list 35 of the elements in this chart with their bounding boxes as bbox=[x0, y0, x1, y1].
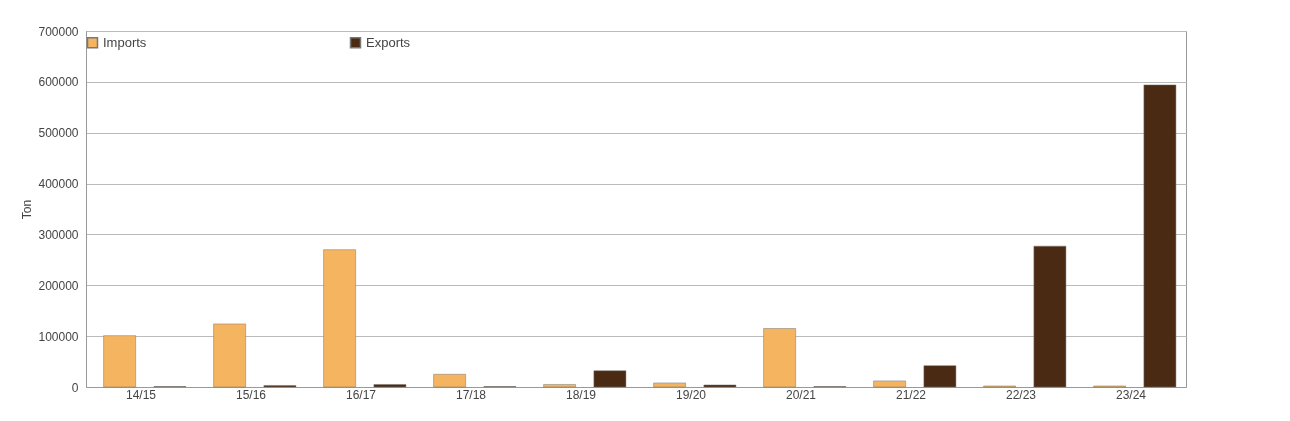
bar bbox=[653, 382, 686, 388]
bar bbox=[433, 374, 466, 388]
bar bbox=[763, 328, 796, 388]
y-axis-title: Ton bbox=[20, 199, 35, 220]
y-tick-label: 300000 bbox=[38, 227, 79, 242]
y-tick-label: 600000 bbox=[38, 75, 79, 90]
bar bbox=[1033, 245, 1067, 388]
legend-label: Imports bbox=[103, 34, 147, 50]
bar bbox=[1143, 84, 1177, 388]
bar bbox=[543, 384, 576, 388]
x-tick-label: 15/16 bbox=[235, 387, 267, 402]
bar bbox=[373, 384, 407, 388]
bar bbox=[873, 380, 906, 388]
bar bbox=[703, 384, 737, 388]
x-tick-label: 23/24 bbox=[1115, 387, 1147, 402]
bar bbox=[593, 370, 627, 388]
x-tick-label: 21/22 bbox=[895, 387, 927, 402]
bar bbox=[323, 249, 356, 388]
y-tick-label: 700000 bbox=[38, 24, 79, 39]
x-tick-label: 22/23 bbox=[1005, 387, 1037, 402]
x-tick-label: 17/18 bbox=[455, 387, 487, 402]
x-tick-label: 18/19 bbox=[565, 387, 597, 402]
bar bbox=[103, 335, 136, 388]
y-tick-label: 500000 bbox=[38, 126, 79, 141]
legend-label: Exports bbox=[366, 34, 411, 50]
y-tick-label: 200000 bbox=[38, 278, 79, 293]
x-tick-label: 14/15 bbox=[125, 387, 157, 402]
bar bbox=[213, 323, 246, 388]
bar bbox=[923, 365, 957, 388]
x-tick-label: 19/20 bbox=[675, 387, 707, 402]
x-tick-label: 16/17 bbox=[345, 387, 377, 402]
y-tick-label: 400000 bbox=[38, 177, 79, 192]
y-tick-label: 0 bbox=[71, 380, 79, 395]
y-tick-label: 100000 bbox=[38, 329, 79, 344]
x-tick-label: 20/21 bbox=[785, 387, 817, 402]
